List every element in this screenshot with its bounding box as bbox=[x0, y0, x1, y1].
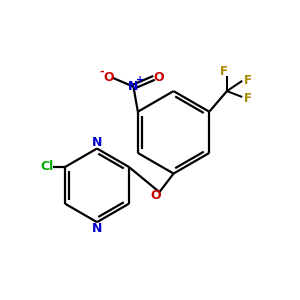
Text: F: F bbox=[220, 65, 228, 79]
Text: N: N bbox=[92, 136, 102, 149]
Text: N: N bbox=[128, 80, 139, 93]
Text: F: F bbox=[244, 92, 251, 105]
Text: O: O bbox=[103, 71, 114, 84]
Text: -: - bbox=[100, 66, 104, 76]
Text: F: F bbox=[244, 74, 251, 87]
Text: N: N bbox=[92, 222, 102, 235]
Text: Cl: Cl bbox=[41, 160, 54, 173]
Text: O: O bbox=[153, 71, 164, 84]
Text: O: O bbox=[151, 189, 161, 202]
Text: +: + bbox=[136, 75, 144, 85]
